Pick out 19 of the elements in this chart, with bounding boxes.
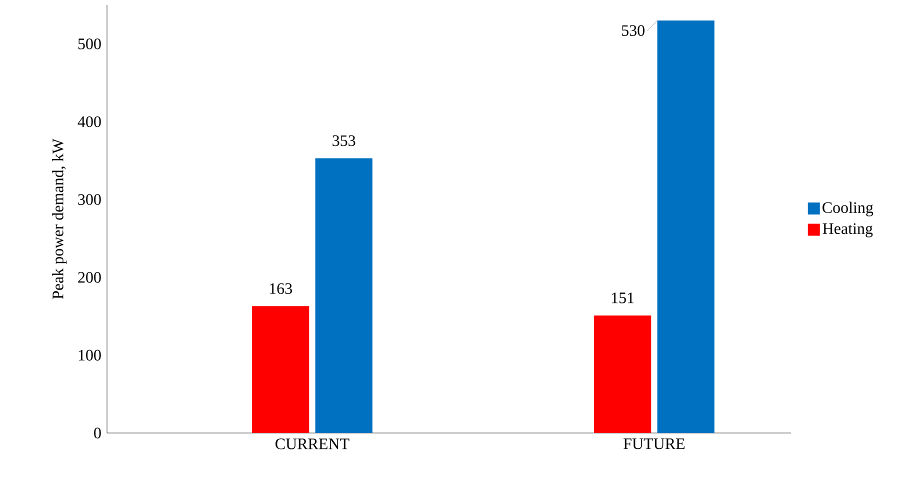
y-tick-label: 100 [78, 350, 101, 361]
data-label: 530 [622, 25, 644, 36]
bar [594, 315, 652, 433]
bar [252, 306, 310, 433]
y-tick-label: 500 [78, 38, 101, 50]
data-label: 163 [270, 283, 292, 294]
bar [657, 20, 714, 433]
y-tick-label: 200 [78, 272, 101, 283]
y-axis-title: Peak power demand, kW [52, 138, 67, 299]
y-tick-label: 400 [78, 116, 101, 128]
legend-label: Cooling [822, 202, 874, 216]
bar [315, 158, 372, 433]
x-tick-label: CURRENT [276, 438, 350, 450]
legend-label: Heating [822, 223, 873, 238]
y-tick-label: 300 [78, 194, 101, 205]
data-label: 151 [612, 292, 634, 304]
y-tick-label: 0 [94, 428, 101, 438]
x-tick-label: FUTURE [624, 438, 685, 450]
data-label: 353 [332, 135, 356, 146]
